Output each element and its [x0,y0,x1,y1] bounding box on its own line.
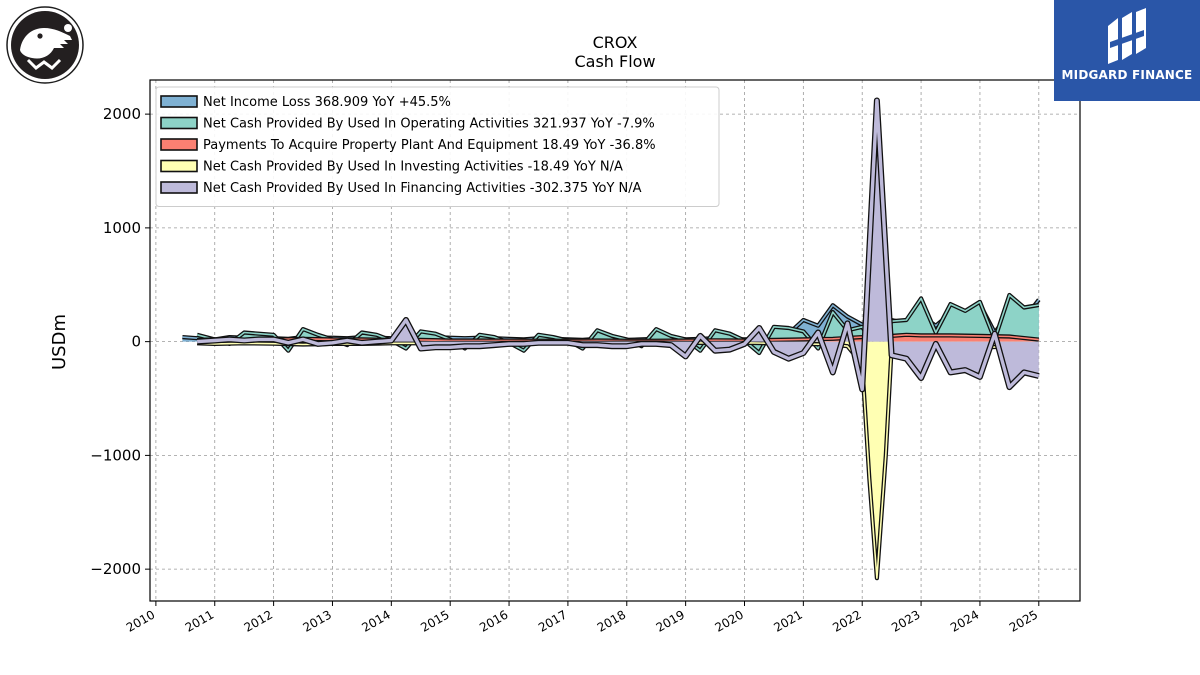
y-tick-label-1: −1000 [90,446,141,464]
x-tick-label-10: 2020 [713,607,746,634]
axes: −2000 −1000 0 1000 2000 2010 2011 2012 2013 2014 2… [90,79,1081,635]
x-tick-label-9: 2019 [654,607,687,634]
series-line-3 [197,341,1039,580]
series-line-4 [196,98,1040,392]
x-tick-label-5: 2015 [418,607,451,634]
legend-label-2: Payments To Acquire Property Plant And E… [203,138,656,153]
midgard-logo-text: MIDGARD FINANCE [1061,68,1193,82]
legend-swatch-4 [160,181,198,194]
x-tick-label-1: 2011 [183,607,216,634]
x-tick-label-15: 2025 [1007,607,1040,634]
midgard-logo: MIDGARD FINANCE [1054,0,1200,101]
legend-label-0: Net Income Loss 368.909 YoY +45.5% [203,95,451,110]
x-tick-label-0: 2010 [124,607,157,634]
x-tick-label-3: 2013 [301,607,334,634]
y-tick-label-4: 2000 [103,105,141,123]
crocodile-logo-icon [6,6,84,84]
x-tick-label-12: 2022 [830,607,863,634]
legend-swatch-0 [160,95,198,108]
x-tick-label-8: 2018 [595,607,628,634]
legend-swatch-1 [160,116,198,130]
plot-frame [149,79,1081,602]
x-tick-label-6: 2016 [477,607,510,634]
legend: Net Income Loss 368.909 YoY +45.5% Net Ca… [155,86,720,207]
series-outline-3 [197,340,1040,581]
x-tick-label-4: 2014 [359,607,392,634]
x-tick-label-7: 2017 [536,607,569,634]
legend-label-1: Net Cash Provided By Used In Operating A… [203,117,655,132]
x-tick-label-14: 2024 [948,607,981,634]
x-tick-label-2: 2012 [242,607,275,634]
legend-box [155,86,720,207]
x-tick-label-13: 2023 [889,607,922,634]
y-tick-label-3: 1000 [103,219,141,237]
legend-swatch-3 [160,159,198,173]
legend-label-4: Net Cash Provided By Used In Financing A… [203,181,642,196]
chart-subtitle: Cash Flow [574,52,655,71]
y-axis-label: USDm [49,314,70,370]
x-tick-label-11: 2021 [771,607,804,634]
y-tick-label-2: 0 [131,333,141,351]
series-layer [182,97,1041,581]
series-area-3 [197,341,1039,579]
chart-title: CROX [593,33,638,52]
legend-label-3: Net Cash Provided By Used In Investing A… [203,160,623,175]
y-tick-label-0: −2000 [90,560,141,578]
legend-swatch-2 [160,138,198,151]
midgard-logo-icon [1108,8,1146,64]
